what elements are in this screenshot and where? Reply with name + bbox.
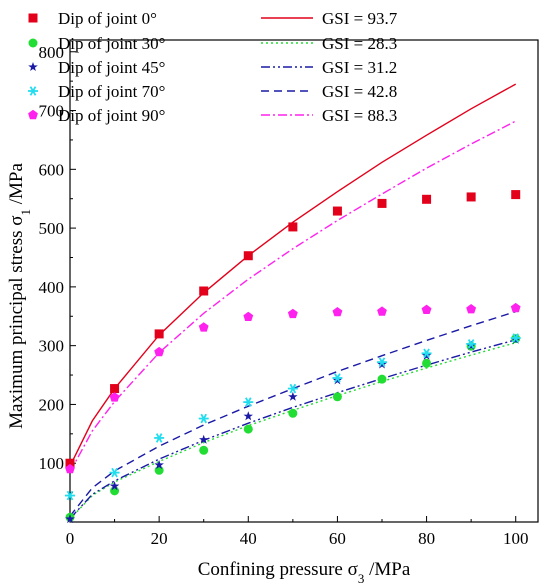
data-point xyxy=(109,481,120,491)
y-tick-label: 600 xyxy=(39,160,65,179)
data-point xyxy=(288,391,298,401)
data-point xyxy=(109,392,120,402)
data-point xyxy=(287,383,298,394)
fit-curve xyxy=(69,120,517,473)
y-tick-label: 200 xyxy=(39,395,65,414)
data-point xyxy=(110,384,120,394)
data-point xyxy=(154,433,165,443)
data-point xyxy=(332,206,342,216)
data-point xyxy=(65,490,75,501)
x-tick-label: 80 xyxy=(418,529,435,548)
data-point xyxy=(332,375,343,385)
data-point xyxy=(288,222,298,232)
data-point xyxy=(377,359,387,369)
data-point xyxy=(28,109,38,120)
data-point xyxy=(377,306,387,316)
data-point xyxy=(65,514,75,524)
data-point xyxy=(332,373,343,383)
legend: Dip of joint 0° Dip of joint 30° Dip of jo… xyxy=(28,9,398,125)
data-point xyxy=(154,346,165,357)
data-point xyxy=(28,38,38,48)
data-point xyxy=(243,251,253,261)
y-tick-label: 400 xyxy=(39,278,65,297)
legend-label: Dip of joint 0° xyxy=(58,9,157,28)
y-tick-label: 800 xyxy=(39,43,65,62)
data-point xyxy=(199,434,209,444)
y-tick-label: 700 xyxy=(39,102,65,121)
data-point xyxy=(510,333,521,343)
fit-curve xyxy=(69,342,516,520)
data-point xyxy=(28,86,38,96)
tick-labels: 0 20 40 60 80 100 100 200 300 400 500 600 700 800 xyxy=(39,43,529,548)
x-tick-label: 20 xyxy=(151,529,168,548)
data-point xyxy=(154,460,164,469)
fit-curve xyxy=(69,83,517,467)
data-point xyxy=(243,411,253,421)
data-point xyxy=(288,408,298,418)
fit-curve xyxy=(69,310,516,517)
data-point xyxy=(422,194,432,204)
data-point xyxy=(421,350,432,360)
x-tick-label: 60 xyxy=(329,529,346,548)
data-point xyxy=(510,302,521,313)
legend-label: GSI = 88.3 xyxy=(322,106,397,125)
data-point xyxy=(65,458,75,468)
data-point xyxy=(199,445,209,455)
data-point xyxy=(198,322,209,332)
data-point xyxy=(243,397,254,407)
data-point xyxy=(422,358,432,368)
fit-curve xyxy=(69,339,516,519)
data-point xyxy=(287,308,298,319)
data-point xyxy=(377,357,387,367)
data-points xyxy=(65,190,521,524)
y-axis-title: Maximum principal stress σ1 /MPa xyxy=(6,163,33,429)
legend-label: Dip of joint 30° xyxy=(58,34,165,53)
data-point xyxy=(421,304,432,314)
plot-frame xyxy=(69,39,539,523)
data-point xyxy=(199,286,209,296)
data-point xyxy=(198,413,209,424)
data-point xyxy=(243,311,254,321)
data-point xyxy=(511,190,521,200)
data-point xyxy=(377,198,387,208)
data-point xyxy=(154,329,164,339)
y-tick-label: 300 xyxy=(39,337,65,356)
legend-label: GSI = 93.7 xyxy=(322,9,398,28)
data-point xyxy=(466,192,476,202)
data-point xyxy=(466,304,477,314)
data-point xyxy=(377,374,387,384)
data-point xyxy=(332,307,343,317)
data-point xyxy=(243,424,253,434)
data-point xyxy=(28,62,38,71)
fit-curves xyxy=(69,83,517,520)
x-axis-title: Confining pressure σ3 /MPa xyxy=(198,559,411,586)
y-tick-label: 500 xyxy=(39,219,65,238)
data-point xyxy=(421,348,432,359)
legend-label: Dip of joint 90° xyxy=(58,106,165,125)
data-point xyxy=(28,13,38,23)
x-tick-label: 100 xyxy=(503,529,529,548)
legend-label: Dip of joint 70° xyxy=(58,82,165,101)
x-tick-label: 0 xyxy=(66,529,75,548)
data-point xyxy=(154,465,164,475)
data-point xyxy=(109,467,120,478)
data-point xyxy=(65,463,75,474)
data-point xyxy=(332,392,342,402)
legend-label: GSI = 31.2 xyxy=(322,58,397,77)
data-point xyxy=(466,339,477,349)
x-tick-label: 40 xyxy=(240,529,257,548)
legend-label: GSI = 28.3 xyxy=(322,34,397,53)
y-tick-label: 100 xyxy=(39,454,65,473)
legend-label: Dip of joint 45° xyxy=(58,58,165,77)
legend-label: GSI = 42.8 xyxy=(322,82,397,101)
